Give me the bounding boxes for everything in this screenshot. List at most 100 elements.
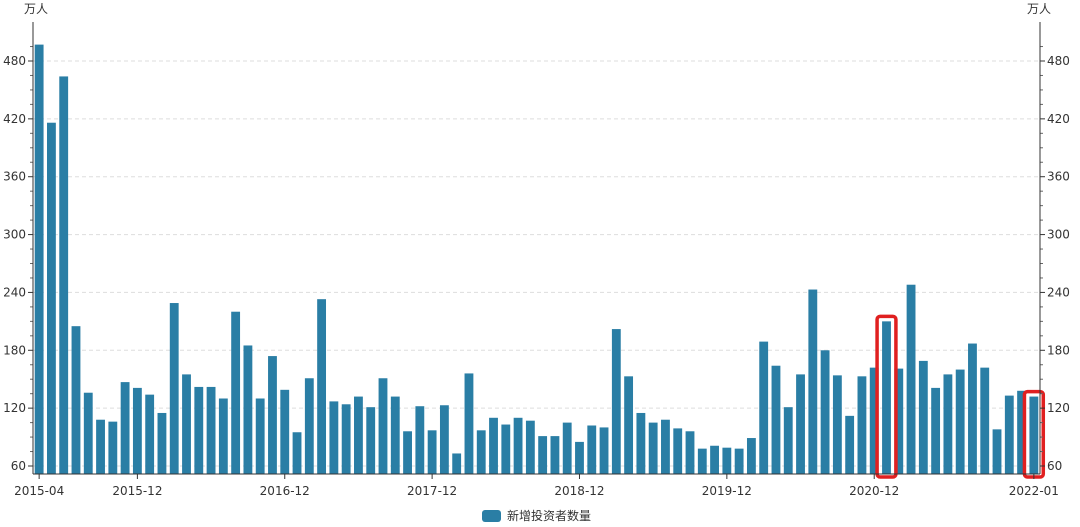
- bar-2018-05[interactable]: [489, 417, 498, 474]
- bar-2017-11[interactable]: [415, 406, 425, 474]
- axes: 60 60 120 120 180 180 240 240 300 300 360 360 420 420…: [3, 22, 1070, 498]
- bar-2017-05[interactable]: [341, 404, 351, 474]
- bars: [34, 44, 1039, 475]
- left-tick-label-60: 60: [11, 459, 26, 473]
- bar-2022-01[interactable]: [1029, 396, 1039, 474]
- bar-2016-04[interactable]: [182, 374, 191, 474]
- bar-2019-10[interactable]: [697, 448, 707, 474]
- right-tick-label-120: 120: [1047, 401, 1070, 415]
- bar-2018-10[interactable]: [550, 436, 560, 474]
- bar-2015-09[interactable]: [96, 419, 105, 474]
- bar-2017-07[interactable]: [366, 407, 376, 474]
- left-tick-label-180: 180: [3, 343, 26, 357]
- bar-2018-12[interactable]: [575, 441, 584, 474]
- x-tick-label-2019-12: 2019-12: [702, 484, 752, 498]
- bar-2017-10[interactable]: [403, 431, 412, 474]
- bar-2020-06[interactable]: [796, 374, 805, 474]
- left-tick-label-480: 480: [3, 54, 26, 68]
- bar-2016-01[interactable]: [145, 394, 155, 474]
- bar-2019-12[interactable]: [722, 447, 732, 474]
- bar-2019-05[interactable]: [636, 412, 646, 474]
- bar-2019-01[interactable]: [587, 425, 597, 475]
- bar-2016-06[interactable]: [206, 386, 216, 474]
- bar-2015-11[interactable]: [120, 382, 130, 474]
- x-tick-label-2022-01: 2022-01: [1009, 484, 1059, 498]
- bar-2021-07[interactable]: [955, 369, 965, 474]
- bar-2021-10[interactable]: [992, 429, 1002, 474]
- bar-2019-02[interactable]: [599, 427, 609, 474]
- bar-2019-08[interactable]: [673, 428, 683, 474]
- bar-2018-04[interactable]: [476, 430, 486, 474]
- bar-2020-03[interactable]: [759, 341, 769, 474]
- bar-2017-08[interactable]: [378, 378, 388, 474]
- left-tick-label-240: 240: [3, 285, 26, 299]
- bar-2018-02[interactable]: [452, 453, 462, 474]
- bar-2017-12[interactable]: [427, 430, 437, 474]
- bar-2021-06[interactable]: [943, 374, 953, 474]
- bar-2019-09[interactable]: [685, 431, 695, 474]
- bar-2020-07[interactable]: [808, 289, 818, 474]
- bar-2020-01[interactable]: [734, 448, 744, 474]
- bar-2020-11[interactable]: [857, 376, 867, 474]
- legend-label: 新增投资者数量: [507, 509, 592, 523]
- bar-2019-04[interactable]: [624, 376, 634, 474]
- left-tick-label-300: 300: [3, 228, 26, 242]
- bar-2019-11[interactable]: [710, 445, 719, 474]
- bar-2021-01[interactable]: [882, 321, 891, 474]
- bar-2018-09[interactable]: [538, 436, 548, 474]
- bar-2016-02[interactable]: [157, 412, 167, 474]
- bar-2020-08[interactable]: [820, 350, 830, 474]
- x-tick-label-2018-12: 2018-12: [554, 484, 604, 498]
- bar-2015-12[interactable]: [132, 387, 142, 474]
- bar-2015-07[interactable]: [71, 326, 81, 474]
- bar-2015-08[interactable]: [83, 392, 93, 474]
- bar-2018-11[interactable]: [562, 422, 572, 474]
- bar-2018-06[interactable]: [501, 424, 511, 474]
- bar-2015-05[interactable]: [46, 122, 56, 474]
- bar-2017-09[interactable]: [390, 396, 400, 474]
- bar-2019-03[interactable]: [611, 329, 621, 474]
- bar-2016-07[interactable]: [218, 398, 228, 475]
- bar-2018-03[interactable]: [464, 373, 474, 474]
- bar-2018-07[interactable]: [513, 417, 523, 474]
- bar-2020-10[interactable]: [845, 415, 855, 474]
- bar-2020-05[interactable]: [783, 407, 793, 474]
- bar-2019-07[interactable]: [661, 419, 670, 474]
- bar-2017-04[interactable]: [329, 401, 339, 474]
- right-tick-label-60: 60: [1047, 459, 1062, 473]
- bar-2020-04[interactable]: [771, 365, 781, 474]
- bar-2016-10[interactable]: [255, 398, 265, 475]
- bar-2016-11[interactable]: [268, 356, 277, 474]
- bar-2020-12[interactable]: [869, 367, 879, 474]
- bar-2018-01[interactable]: [439, 405, 449, 474]
- bar-2021-11[interactable]: [1004, 395, 1014, 474]
- bar-2021-02[interactable]: [894, 368, 904, 474]
- legend[interactable]: 新增投资者数量: [482, 507, 591, 524]
- bar-2016-03[interactable]: [169, 303, 179, 474]
- bar-2020-02[interactable]: [746, 438, 756, 474]
- x-tick-label-2015-04: 2015-04: [14, 484, 64, 498]
- bar-2016-09[interactable]: [243, 345, 253, 474]
- bar-2017-01[interactable]: [292, 432, 302, 474]
- bar-2021-12[interactable]: [1017, 390, 1027, 474]
- bar-2016-08[interactable]: [231, 311, 241, 474]
- x-tick-label-2016-12: 2016-12: [260, 484, 310, 498]
- bar-2015-10[interactable]: [108, 421, 118, 474]
- bar-2016-12[interactable]: [280, 389, 290, 474]
- bar-2021-03[interactable]: [906, 284, 916, 474]
- bar-2018-08[interactable]: [525, 420, 535, 474]
- right-tick-label-180: 180: [1047, 343, 1070, 357]
- bar-2016-05[interactable]: [194, 386, 204, 474]
- bar-2019-06[interactable]: [648, 422, 658, 474]
- bar-2015-04[interactable]: [34, 44, 44, 474]
- bar-2021-05[interactable]: [931, 387, 941, 474]
- bar-2021-08[interactable]: [968, 343, 977, 474]
- bar-2020-09[interactable]: [832, 375, 842, 474]
- bar-2017-02[interactable]: [304, 378, 314, 474]
- bar-2017-03[interactable]: [317, 299, 327, 474]
- bar-2017-06[interactable]: [354, 396, 363, 474]
- bar-2021-04[interactable]: [918, 360, 928, 474]
- bar-2021-09[interactable]: [980, 367, 990, 474]
- bar-2015-06[interactable]: [59, 76, 69, 474]
